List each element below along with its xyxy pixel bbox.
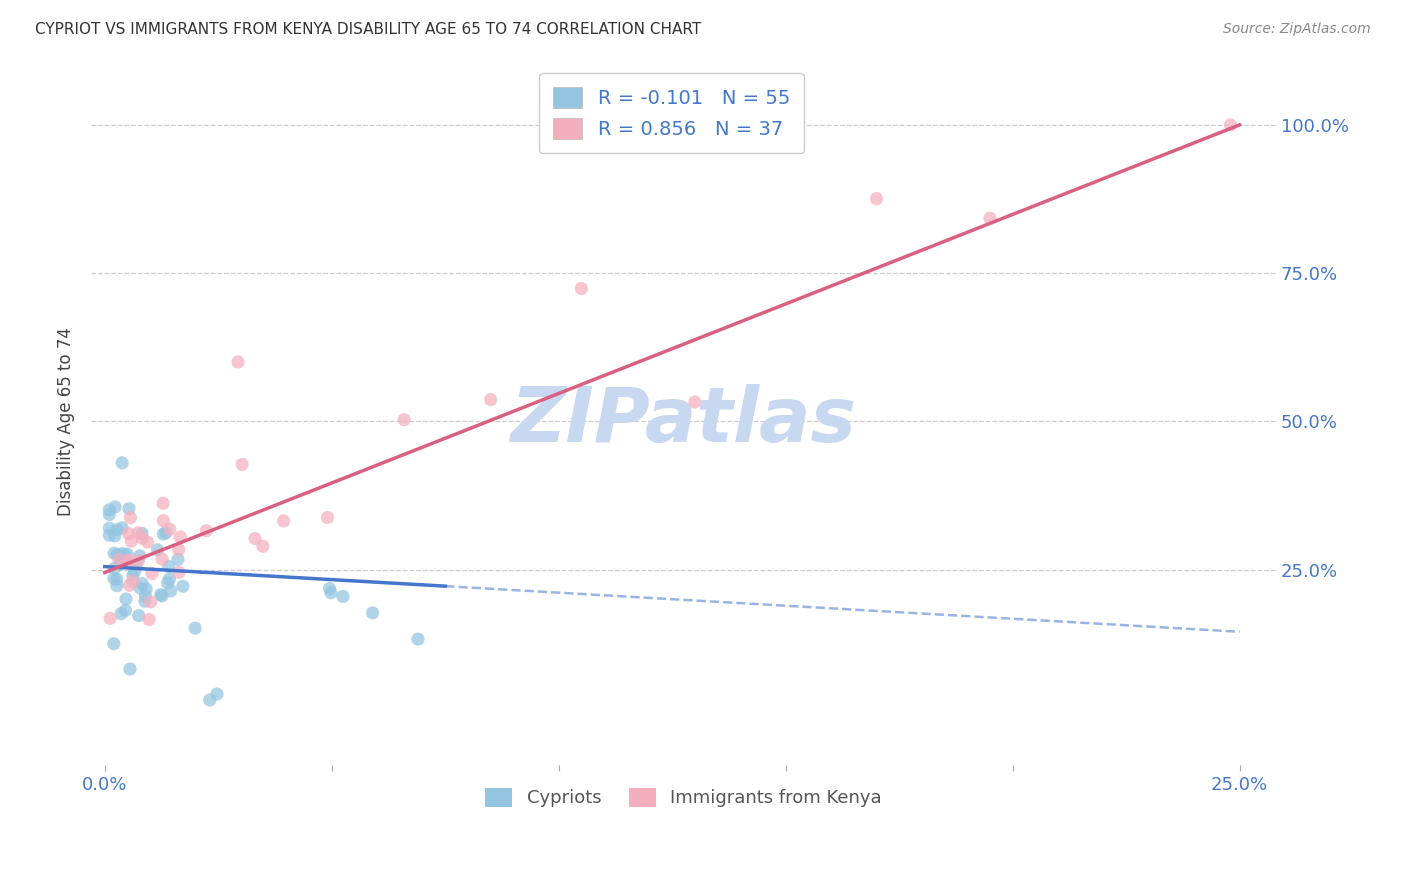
Point [1219, 118, 1241, 132]
Point [141, 566, 163, 581]
Point [273, 514, 295, 528]
Point [361, 606, 384, 620]
Point [120, 510, 142, 524]
Point [865, 192, 887, 206]
Point [979, 211, 1001, 226]
Point [103, 637, 125, 651]
Point [150, 552, 173, 566]
Point [125, 558, 148, 572]
Point [121, 574, 143, 589]
Point [167, 552, 190, 566]
Point [98, 611, 121, 625]
Point [156, 575, 179, 590]
Point [152, 514, 174, 528]
Point [479, 392, 502, 407]
Point [105, 579, 128, 593]
Point [131, 576, 153, 591]
Point [243, 532, 266, 546]
Point [159, 522, 181, 536]
Point [316, 510, 339, 524]
Point [159, 583, 181, 598]
Point [205, 687, 228, 701]
Point [128, 608, 150, 623]
Point [111, 547, 134, 561]
Point [195, 524, 218, 538]
Point [127, 554, 149, 568]
Point [318, 582, 340, 596]
Point [115, 591, 138, 606]
Point [118, 555, 141, 569]
Point [135, 582, 157, 596]
Text: CYPRIOT VS IMMIGRANTS FROM KENYA DISABILITY AGE 65 TO 74 CORRELATION CHART: CYPRIOT VS IMMIGRANTS FROM KENYA DISABIL… [35, 22, 702, 37]
Point [150, 589, 173, 603]
Point [139, 595, 162, 609]
Point [159, 572, 181, 586]
Point [138, 612, 160, 626]
Point [114, 603, 136, 617]
Point [134, 589, 156, 603]
Point [104, 529, 127, 543]
Text: ZIPatlas: ZIPatlas [510, 384, 856, 458]
Point [110, 557, 132, 571]
Point [118, 501, 141, 516]
Y-axis label: Disability Age 65 to 74: Disability Age 65 to 74 [58, 326, 75, 516]
Point [124, 564, 146, 578]
Point [115, 547, 138, 561]
Point [103, 561, 125, 575]
Point [167, 566, 190, 580]
Point [103, 546, 125, 560]
Point [127, 525, 149, 540]
Point [105, 523, 128, 537]
Point [128, 549, 150, 563]
Point [110, 607, 132, 621]
Point [111, 521, 134, 535]
Point [157, 559, 180, 574]
Point [117, 553, 139, 567]
Point [131, 532, 153, 546]
Point [98, 521, 121, 535]
Point [406, 632, 429, 647]
Point [198, 693, 221, 707]
Point [105, 572, 128, 586]
Point [111, 456, 134, 470]
Point [117, 526, 139, 541]
Point [122, 568, 145, 582]
Text: Source: ZipAtlas.com: Source: ZipAtlas.com [1223, 22, 1371, 37]
Point [146, 542, 169, 557]
Point [118, 662, 141, 676]
Legend: Cypriots, Immigrants from Kenya: Cypriots, Immigrants from Kenya [478, 780, 889, 814]
Point [172, 579, 194, 593]
Point [231, 458, 253, 472]
Point [152, 527, 174, 541]
Point [131, 526, 153, 541]
Point [120, 534, 142, 549]
Point [134, 594, 156, 608]
Point [169, 530, 191, 544]
Point [136, 535, 159, 549]
Point [104, 500, 127, 514]
Point [155, 525, 177, 540]
Point [184, 621, 207, 635]
Point [252, 539, 274, 553]
Point [149, 588, 172, 602]
Point [118, 578, 141, 592]
Point [103, 572, 125, 586]
Point [571, 281, 593, 295]
Point [319, 586, 342, 600]
Point [129, 581, 152, 595]
Point [392, 412, 415, 426]
Point [98, 528, 121, 542]
Point [167, 542, 190, 557]
Point [152, 496, 174, 510]
Point [108, 552, 131, 566]
Point [105, 548, 128, 562]
Point [98, 503, 121, 517]
Point [98, 508, 121, 522]
Point [332, 590, 354, 604]
Point [112, 548, 135, 562]
Point [683, 395, 706, 409]
Point [226, 355, 249, 369]
